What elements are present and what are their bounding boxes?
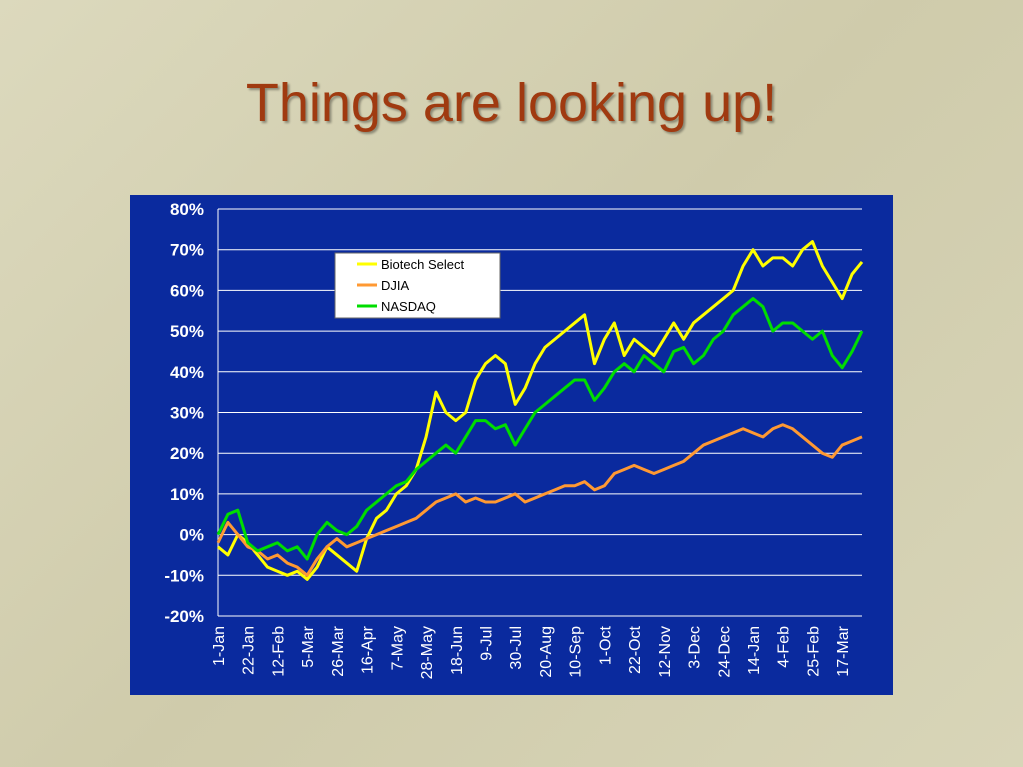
y-tick-label: 20% bbox=[170, 444, 204, 463]
x-tick-label: 14-Jan bbox=[746, 626, 763, 675]
x-tick-label: 12-Feb bbox=[270, 626, 287, 677]
y-tick-label: 0% bbox=[179, 526, 204, 545]
y-tick-label: 40% bbox=[170, 363, 204, 382]
y-tick-label: -20% bbox=[164, 607, 204, 626]
y-tick-label: 30% bbox=[170, 404, 204, 423]
x-tick-label: 17-Mar bbox=[835, 625, 852, 676]
x-tick-label: 9-Jul bbox=[479, 626, 496, 661]
x-tick-label: 16-Apr bbox=[360, 625, 377, 674]
y-tick-label: -10% bbox=[164, 566, 204, 585]
x-tick-label: 7-May bbox=[389, 626, 406, 670]
chart-panel bbox=[130, 195, 893, 695]
x-tick-label: 12-Nov bbox=[657, 626, 674, 678]
legend-label: NASDAQ bbox=[381, 299, 436, 314]
y-tick-label: 10% bbox=[170, 485, 204, 504]
y-tick-label: 60% bbox=[170, 281, 204, 300]
x-tick-label: 5-Mar bbox=[300, 625, 317, 667]
x-tick-label: 18-Jun bbox=[449, 626, 466, 675]
x-tick-label: 28-May bbox=[419, 626, 436, 679]
x-tick-label: 30-Jul bbox=[508, 626, 525, 670]
series-line bbox=[216, 423, 863, 577]
x-tick-label: 24-Dec bbox=[716, 626, 733, 678]
x-tick-label: 1-Jan bbox=[211, 626, 228, 666]
y-tick-label: 50% bbox=[170, 322, 204, 341]
x-tick-label: 22-Jan bbox=[241, 626, 258, 675]
x-tick-label: 22-Oct bbox=[627, 625, 644, 674]
x-tick-label: 3-Dec bbox=[687, 626, 704, 669]
x-tick-label: 25-Feb bbox=[805, 626, 822, 677]
legend-label: Biotech Select bbox=[381, 257, 464, 272]
x-tick-label: 10-Sep bbox=[568, 626, 585, 678]
x-tick-label: 4-Feb bbox=[776, 626, 793, 668]
legend-label: DJIA bbox=[381, 278, 410, 293]
x-tick-label: 1-Oct bbox=[597, 625, 614, 665]
slide-title: Things are looking up! bbox=[245, 73, 778, 133]
y-tick-label: 70% bbox=[170, 241, 204, 260]
series-line bbox=[216, 297, 864, 561]
y-tick-label: 80% bbox=[170, 200, 204, 219]
x-tick-label: 26-Mar bbox=[330, 625, 347, 676]
x-tick-label: 20-Aug bbox=[538, 626, 555, 678]
